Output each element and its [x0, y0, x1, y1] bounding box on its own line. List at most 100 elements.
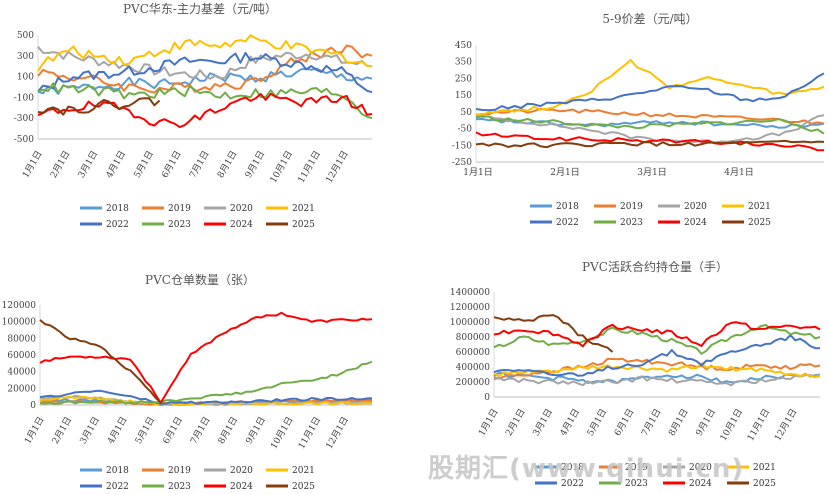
x-tick-label: 11月1日 — [296, 149, 323, 185]
series-line-2021 — [493, 362, 821, 379]
y-tick-label: 1000000 — [450, 318, 490, 328]
y-tick-label: 50 — [461, 108, 473, 118]
y-tick-label: 0 — [30, 401, 36, 411]
series-line-2022 — [493, 334, 821, 377]
x-tick-label: 2月1日 — [550, 167, 579, 178]
x-tick-label: 3月1日 — [637, 167, 666, 178]
series-line-2024 — [37, 92, 373, 129]
legend-label-2018: 2018 — [106, 204, 129, 214]
legend-label-2023: 2023 — [168, 220, 191, 230]
x-tick-label: 1月1日 — [20, 149, 44, 180]
legend-label-2018: 2018 — [561, 463, 584, 473]
legend-label-2025: 2025 — [292, 220, 315, 230]
y-tick-label: -250 — [452, 158, 472, 168]
x-tick-label: 5月1日 — [132, 149, 156, 180]
x-tick-label: 7月1日 — [187, 149, 211, 180]
legend-label-2025: 2025 — [753, 479, 776, 489]
series-line-2021 — [37, 34, 373, 72]
chart-title: PVC活跃合约持仓量（手） — [582, 259, 728, 274]
legend-label-2020: 2020 — [230, 466, 253, 476]
chart-title: 5-9价差（元/吨） — [602, 12, 697, 26]
x-tick-label: 6月1日 — [161, 415, 185, 446]
x-tick-label: 9月1日 — [694, 407, 718, 438]
y-tick-label: 350 — [455, 58, 472, 68]
chart-title: PVC仓单数量（张） — [145, 272, 255, 287]
series-line-2019 — [493, 357, 821, 380]
series-line-2025 — [39, 319, 162, 404]
x-tick-label: 2月1日 — [48, 149, 72, 180]
y-tick-label: 120000 — [2, 301, 37, 311]
x-tick-label: 12月1日 — [772, 407, 799, 443]
series-line-2024 — [475, 131, 824, 152]
legend-label-2019: 2019 — [620, 202, 643, 212]
series-line-2025 — [493, 314, 614, 353]
series-line-2020 — [493, 373, 821, 387]
x-tick-label: 12月1日 — [324, 149, 351, 185]
legend-label-2021: 2021 — [753, 463, 776, 473]
x-tick-label: 1月1日 — [22, 415, 46, 446]
x-tick-label: 5月1日 — [585, 407, 609, 438]
x-tick-label: 7月1日 — [188, 415, 212, 446]
x-tick-label: 10月1日 — [268, 415, 295, 451]
legend-label-2023: 2023 — [625, 479, 648, 489]
series-line-2024 — [493, 321, 821, 348]
x-tick-label: 4月1日 — [105, 415, 129, 446]
legend-label-2024: 2024 — [684, 218, 707, 228]
x-tick-label: 2月1日 — [504, 407, 528, 438]
x-tick-label: 6月1日 — [160, 149, 184, 180]
x-tick-label: 10月1日 — [268, 149, 295, 185]
legend-label-2019: 2019 — [168, 466, 191, 476]
x-tick-label: 9月1日 — [243, 149, 267, 180]
legend-label-2021: 2021 — [748, 202, 771, 212]
x-tick-label: 4月1日 — [724, 167, 753, 178]
legend-label-2024: 2024 — [230, 482, 253, 492]
legend-label-2024: 2024 — [230, 220, 253, 230]
legend-label-2021: 2021 — [292, 204, 315, 214]
x-tick-label: 8月1日 — [215, 149, 239, 180]
series-line-2020 — [475, 114, 825, 144]
y-tick-label: 300 — [17, 52, 34, 62]
legend-label-2020: 2020 — [230, 204, 253, 214]
series-line-2020 — [37, 46, 373, 80]
x-tick-label: 4月1日 — [104, 149, 128, 180]
series-line-2023 — [475, 115, 825, 135]
y-tick-label: 60000 — [7, 351, 36, 361]
y-tick-label: 450 — [455, 41, 472, 51]
legend-label-2018: 2018 — [556, 202, 579, 212]
chart-title: PVC华东-主力基差（元/吨） — [123, 2, 277, 16]
x-tick-label: 12月1日 — [324, 415, 351, 451]
y-tick-label: -50 — [458, 125, 473, 135]
x-tick-label: 10月1日 — [718, 407, 745, 443]
y-tick-label: 80000 — [7, 334, 36, 344]
y-tick-label: -300 — [14, 114, 34, 124]
series-line-2019 — [37, 44, 373, 94]
legend-label-2020: 2020 — [684, 202, 707, 212]
x-tick-label: 1月1日 — [476, 407, 500, 438]
y-tick-label: -100 — [14, 93, 34, 103]
y-tick-label: 500 — [17, 31, 34, 41]
y-tick-label: 800000 — [456, 333, 491, 343]
x-tick-label: 1月1日 — [463, 167, 492, 178]
y-tick-label: 0 — [484, 393, 490, 403]
legend-label-2022: 2022 — [106, 220, 129, 230]
y-tick-label: 200000 — [456, 378, 491, 388]
series-line-2023 — [37, 82, 373, 120]
series-line-2025 — [475, 139, 825, 149]
y-tick-label: 20000 — [7, 384, 36, 394]
y-tick-label: -500 — [14, 135, 34, 145]
x-tick-label: 3月1日 — [76, 149, 100, 180]
x-tick-label: 3月1日 — [78, 415, 102, 446]
series-line-2025 — [37, 97, 161, 116]
y-tick-label: 1400000 — [450, 288, 490, 298]
legend-label-2022: 2022 — [106, 482, 129, 492]
legend-label-2024: 2024 — [689, 479, 712, 489]
x-tick-label: 8月1日 — [216, 415, 240, 446]
x-tick-label: 9月1日 — [244, 415, 268, 446]
series-line-2022 — [475, 72, 825, 112]
y-tick-label: 1200000 — [450, 303, 490, 313]
legend-label-2019: 2019 — [625, 463, 648, 473]
x-tick-label: 5月1日 — [133, 415, 157, 446]
chart-3: PVC仓单数量（张） 120000 100000 80000 60000 40000 200… — [2, 272, 373, 492]
